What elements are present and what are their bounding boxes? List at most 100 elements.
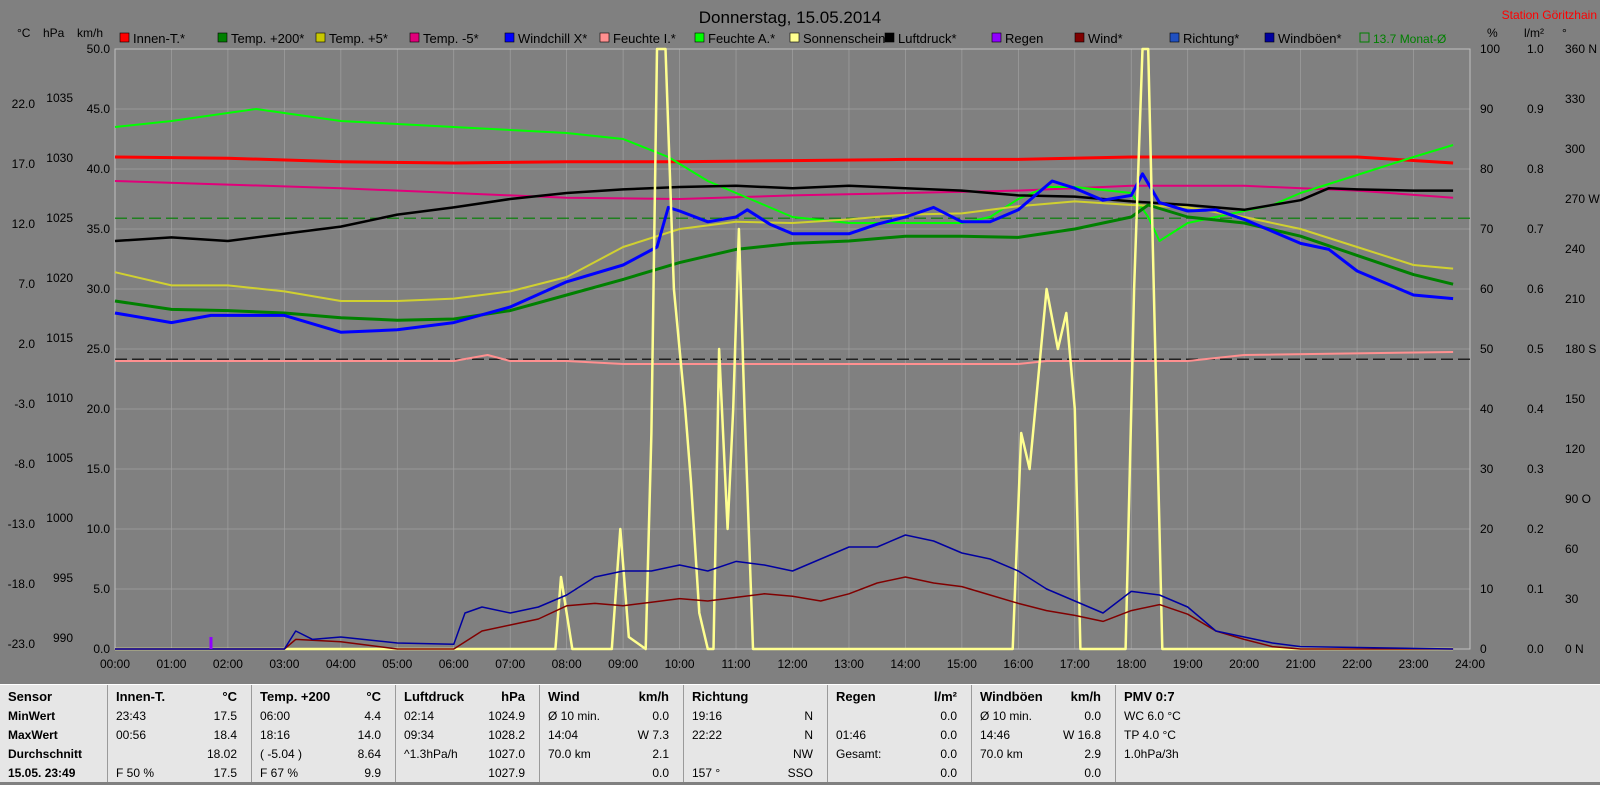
stats-boeen-current-value: 0.0 — [1084, 766, 1101, 780]
time-tick-label: 23:00 — [1399, 657, 1429, 671]
stats-temp200-title: Temp. +200 — [260, 689, 331, 704]
time-tick-label: 03:00 — [269, 657, 299, 671]
temp-tick-label: 17.0 — [12, 157, 36, 171]
stats-druck-avg-note: ^1.3hPa/h — [404, 747, 458, 761]
stats-innen-column: Innen-T. °C 23:43 17.5 00:56 18.4 18.02 F 5… — [108, 685, 252, 782]
legend-label: Feuchte A.* — [708, 31, 775, 46]
stats-wind-current-value: 0.0 — [652, 766, 669, 780]
legend: Innen-T.* Temp. +200* Temp. +5* Temp. -5* Wi… — [119, 31, 1446, 46]
direction-tick-label: 120 — [1565, 442, 1585, 456]
time-tick-label: 04:00 — [326, 657, 356, 671]
legend-swatch — [1359, 32, 1370, 43]
stats-druck-current-value: 1027.9 — [488, 766, 525, 780]
stats-druck-avg-value: 1027.0 — [488, 747, 525, 761]
wind-tick-label: 30.0 — [87, 282, 111, 296]
direction-tick-label: 150 — [1565, 392, 1585, 406]
legend-label: Temp. +200* — [231, 31, 304, 46]
stats-druck-min-value: 1024.9 — [488, 709, 525, 723]
stats-richtung-current-value: SSO — [787, 766, 813, 780]
humidity-tick-label: 40 — [1480, 402, 1494, 416]
series-temp-200-line — [114, 203, 1454, 322]
legend-swatch — [599, 32, 610, 43]
series-wind-line — [115, 576, 1454, 650]
chart-background — [0, 0, 1600, 684]
stats-temp200-current-note: F 67 % — [260, 766, 299, 780]
temp-tick-label: 22.0 — [12, 97, 36, 111]
wind-tick-label: 10.0 — [87, 522, 111, 536]
stats-boeen-avg-note: 70.0 km — [980, 747, 1023, 761]
stats-innen-unit: °C — [222, 689, 237, 704]
rain-tick-label: 0.3 — [1527, 462, 1544, 476]
stats-druck-min-time: 02:14 — [404, 709, 435, 723]
humidity-tick-label: 0 — [1480, 642, 1487, 656]
stats-wind-min-time: Ø 10 min. — [548, 709, 601, 723]
time-tick-label: 00:00 — [100, 657, 130, 671]
stats-druck-column: Luftdruck hPa 02:14 1024.9 09:34 1028.2 ^1.… — [396, 685, 540, 782]
direction-tick-label: 0 N — [1565, 642, 1584, 656]
legend-swatch — [119, 32, 130, 43]
pressure-tick-label: 1025 — [46, 211, 73, 225]
series-windb-en-line — [115, 534, 1454, 650]
legend-swatch — [315, 32, 326, 43]
stats-druck-unit: hPa — [501, 689, 525, 704]
time-tick-label: 10:00 — [665, 657, 695, 671]
rain-bar — [209, 637, 213, 649]
stats-temp200-avg-value: 8.64 — [357, 747, 381, 761]
station-name: Station Göritzhain — [1502, 8, 1597, 22]
rain-tick-label: 0.9 — [1527, 102, 1544, 116]
stats-regen-column: Regen l/m² 0.0 01:46 0.0 Gesamt: 0.0 0.0 — [828, 685, 972, 782]
legend-swatch — [694, 32, 705, 43]
stats-boeen-max-time: 14:46 — [980, 728, 1011, 742]
humidity-tick-label: 60 — [1480, 282, 1494, 296]
stats-pmv-row-4 — [1124, 766, 1594, 785]
series-luftdruck-line — [114, 184, 1454, 243]
stats-richtung-max-time: 22:22 — [692, 728, 723, 742]
time-tick-label: 12:00 — [777, 657, 807, 671]
time-tick-label: 21:00 — [1286, 657, 1316, 671]
time-tick-label: 11:00 — [721, 657, 750, 671]
time-tick-label: 05:00 — [382, 657, 412, 671]
stats-regen-unit: l/m² — [933, 689, 957, 704]
time-tick-label: 08:00 — [552, 657, 582, 671]
direction-tick-label: 210 — [1565, 292, 1585, 306]
time-tick-label: 17:00 — [1060, 657, 1090, 671]
stats-innen-min-time: 23:43 — [116, 709, 147, 723]
direction-tick-label: 90 O — [1565, 492, 1591, 506]
time-tick-label: 13:00 — [834, 657, 864, 671]
wind-tick-label: 20.0 — [87, 402, 111, 416]
time-tick-label: 09:00 — [608, 657, 638, 671]
stats-innen-current-note: F 50 % — [116, 766, 155, 780]
stats-sensor-title: Sensor — [8, 689, 53, 704]
stats-boeen-min-value: 0.0 — [1084, 709, 1101, 723]
stats-druck-max-time: 09:34 — [404, 728, 435, 742]
stats-pmv-row-2: TP 4.0 °C — [1124, 728, 1176, 742]
series-sonnenschein-line — [115, 47, 1454, 651]
rain-tick-label: 0.8 — [1527, 162, 1544, 176]
stats-richtung-min-value: N — [804, 709, 813, 723]
legend-swatch — [991, 32, 1002, 43]
legend-label: Sonnenschein — [803, 31, 885, 46]
legend-label: Richtung* — [1183, 31, 1239, 46]
stats-wind-avg-value: 2.1 — [652, 747, 669, 761]
rain-tick-label: 0.1 — [1527, 582, 1544, 596]
series-group — [114, 47, 1470, 651]
direction-tick-label: 60 — [1565, 542, 1579, 556]
stats-wind-max-value: W 7.3 — [637, 728, 669, 742]
direction-tick-label: 240 — [1565, 242, 1585, 256]
stats-pmv-column: PMV 0:7 WC 6.0 °C TP 4.0 °C 1.0hPa/3h — [1116, 685, 1600, 782]
legend-label: Luftdruck* — [898, 31, 957, 46]
legend-label: 13.7 Monat-Ø — [1373, 32, 1446, 46]
axis-unit-humidity: % — [1487, 26, 1498, 40]
temp-tick-label: -18.0 — [8, 577, 36, 591]
stats-regen-avg-value: 0.0 — [940, 747, 957, 761]
pressure-tick-label: 1005 — [46, 451, 73, 465]
stats-richtung-column: Richtung 19:16 N 22:22 N NW 157 ° SSO — [684, 685, 828, 782]
stats-regen-max-time: 01:46 — [836, 728, 867, 742]
pressure-tick-label: 995 — [53, 571, 73, 585]
time-tick-label: 15:00 — [947, 657, 977, 671]
stats-wind-max-time: 14:04 — [548, 728, 579, 742]
stats-max-label: MaxWert — [8, 728, 58, 742]
direction-tick-label: 180 S — [1565, 342, 1596, 356]
time-tick-label: 19:00 — [1173, 657, 1203, 671]
stats-innen-current-value: 17.5 — [213, 766, 237, 780]
